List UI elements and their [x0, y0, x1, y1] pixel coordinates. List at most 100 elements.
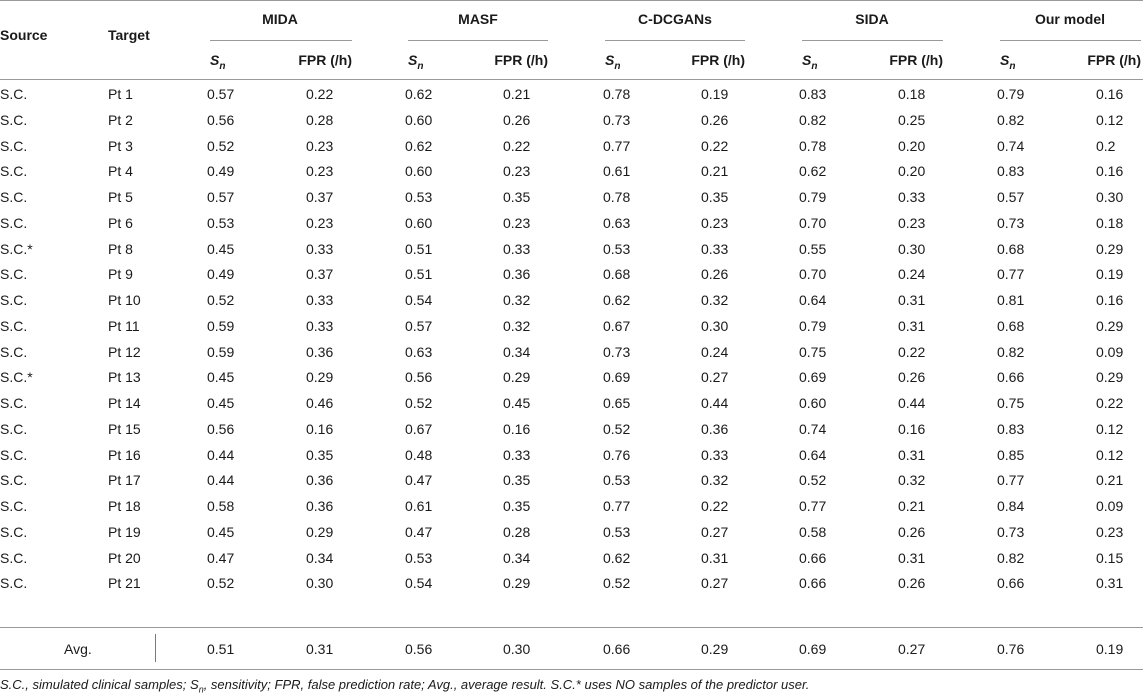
cell-fpr: 0.32 — [898, 472, 926, 489]
cell-target: Pt 15 — [108, 420, 141, 437]
header-sn-base: S — [408, 52, 418, 68]
cell-sn: 0.66 — [997, 369, 1025, 386]
cell-sn: 0.51 — [405, 240, 433, 257]
header-group-rule — [605, 40, 745, 41]
cell-source: S.C. — [0, 214, 28, 231]
cell-sn: 0.53 — [603, 523, 631, 540]
cell-sn: 0.57 — [207, 86, 235, 102]
table-row: S.C. Pt 19 0.45 0.29 0.47 0.28 0.53 0.27 0.58 0.2… — [0, 520, 1143, 545]
cell-fpr: 0.12 — [1096, 420, 1124, 437]
cell-fpr: 0.22 — [306, 86, 334, 102]
cell-sn: 0.70 — [799, 266, 827, 283]
table-row: S.C. Pt 3 0.52 0.23 0.62 0.22 0.77 0.22 0.78 0.20… — [0, 134, 1143, 159]
cell-fpr: 0.18 — [898, 86, 926, 102]
cell-fpr: 0.44 — [701, 395, 729, 411]
cell-sn: 0.49 — [207, 163, 235, 180]
cell-source: S.C. — [0, 523, 28, 540]
cell-target: Pt 1 — [108, 86, 133, 102]
cell-sn: 0.52 — [207, 137, 235, 154]
cell-sn: 0.83 — [997, 163, 1025, 180]
cell-sn: 0.47 — [207, 549, 235, 566]
cell-fpr: 0.36 — [306, 472, 334, 489]
cell-fpr: 0.27 — [701, 523, 729, 540]
cell-fpr: 0.32 — [701, 292, 729, 308]
cell-sn: 0.62 — [799, 163, 827, 180]
cell-fpr: 0.12 — [1096, 111, 1124, 128]
cell-fpr: 0.32 — [503, 317, 531, 334]
cell-fpr: 0.23 — [898, 214, 926, 231]
table-row: S.C. Pt 15 0.56 0.16 0.67 0.16 0.52 0.36 0.74 0.1… — [0, 417, 1143, 442]
cell-sn: 0.73 — [997, 523, 1025, 540]
cell-fpr: 0.33 — [898, 189, 926, 205]
cell-sn: 0.73 — [997, 214, 1025, 231]
table-top-rule — [0, 0, 1143, 1]
cell-sn: 0.52 — [799, 472, 827, 489]
cell-fpr: 0.36 — [503, 266, 531, 283]
cell-fpr: 0.23 — [306, 163, 334, 180]
table-row: S.C. Pt 4 0.49 0.23 0.60 0.23 0.61 0.21 0.62 0.20… — [0, 159, 1143, 184]
header-group-rule — [1000, 40, 1141, 41]
cell-sn: 0.52 — [405, 395, 433, 411]
cell-source: S.C. — [0, 317, 28, 334]
cell-sn: 0.56 — [405, 369, 433, 386]
cell-fpr: 0.24 — [898, 266, 926, 283]
cell-sn: 0.82 — [997, 111, 1025, 128]
cell-fpr: 0.26 — [701, 111, 729, 128]
cell-fpr: 0.26 — [701, 266, 729, 283]
cell-sn: 0.84 — [997, 498, 1025, 514]
average-row: Avg. 0.51 0.31 0.56 0.30 0.66 0.29 0.69 0.27 0.7… — [0, 637, 1143, 662]
cell-fpr: 0.36 — [306, 498, 334, 514]
header-group-sida: SIDA — [855, 11, 889, 27]
cell-target: Pt 2 — [108, 111, 133, 128]
cell-source: S.C. — [0, 163, 28, 180]
cell-target: Pt 16 — [108, 446, 141, 463]
cell-sn: 0.67 — [405, 420, 433, 437]
table-row: S.C. Pt 5 0.57 0.37 0.53 0.35 0.78 0.35 0.79 0.33… — [0, 185, 1143, 210]
footnote-sn-base: S — [190, 677, 199, 692]
cell-sn: 0.63 — [405, 343, 433, 360]
cell-sn: 0.74 — [997, 137, 1025, 154]
cell-sn: 0.83 — [997, 420, 1025, 437]
cell-fpr: 0.24 — [701, 343, 729, 360]
table-row: S.C. Pt 14 0.45 0.46 0.52 0.45 0.65 0.44 0.60 0.4… — [0, 391, 1143, 416]
cell-sn: 0.77 — [799, 498, 827, 514]
cell-fpr: 0.33 — [701, 446, 729, 463]
cell-sn: 0.45 — [207, 523, 235, 540]
cell-sn: 0.47 — [405, 472, 433, 489]
table-row: S.C. Pt 17 0.44 0.36 0.47 0.35 0.53 0.32 0.52 0.3… — [0, 468, 1143, 493]
cell-sn: 0.79 — [799, 189, 827, 205]
cell-sn: 0.66 — [997, 575, 1025, 592]
cell-fpr: 0.19 — [701, 86, 729, 102]
average-sn: 0.76 — [997, 641, 1025, 657]
cell-fpr: 0.29 — [1096, 317, 1124, 334]
header-sn-sub: n — [417, 60, 424, 72]
cell-fpr: 0.37 — [306, 266, 334, 283]
average-separator — [155, 634, 156, 662]
cell-fpr: 0.31 — [1096, 575, 1124, 592]
cell-fpr: 0.29 — [503, 575, 531, 592]
table-row: S.C. Pt 12 0.59 0.36 0.63 0.34 0.73 0.24 0.75 0.2… — [0, 340, 1143, 365]
cell-sn: 0.68 — [997, 240, 1025, 257]
cell-fpr: 0.45 — [503, 395, 531, 411]
cell-fpr: 0.15 — [1096, 549, 1124, 566]
average-fpr: 0.29 — [701, 641, 729, 657]
cell-sn: 0.58 — [799, 523, 827, 540]
cell-sn: 0.77 — [997, 472, 1025, 489]
cell-sn: 0.75 — [997, 395, 1025, 411]
table-row: S.C.* Pt 13 0.45 0.29 0.56 0.29 0.69 0.27 0.69 0.… — [0, 365, 1143, 390]
cell-source: S.C. — [0, 549, 28, 566]
table-row: S.C. Pt 16 0.44 0.35 0.48 0.33 0.76 0.33 0.64 0.3… — [0, 443, 1143, 468]
cell-source: S.C. — [0, 86, 28, 102]
cell-fpr: 0.33 — [503, 240, 531, 257]
cell-sn: 0.69 — [799, 369, 827, 386]
cell-fpr: 0.30 — [898, 240, 926, 257]
header-group-rule — [210, 40, 352, 41]
cell-source: S.C. — [0, 343, 28, 360]
table-bottom-rule — [0, 669, 1143, 670]
cell-fpr: 0.31 — [898, 292, 926, 308]
cell-fpr: 0.21 — [898, 498, 926, 514]
cell-fpr: 0.30 — [1096, 189, 1124, 205]
cell-sn: 0.53 — [603, 240, 631, 257]
cell-fpr: 0.33 — [306, 240, 334, 257]
header-sn-sub: n — [219, 60, 226, 72]
